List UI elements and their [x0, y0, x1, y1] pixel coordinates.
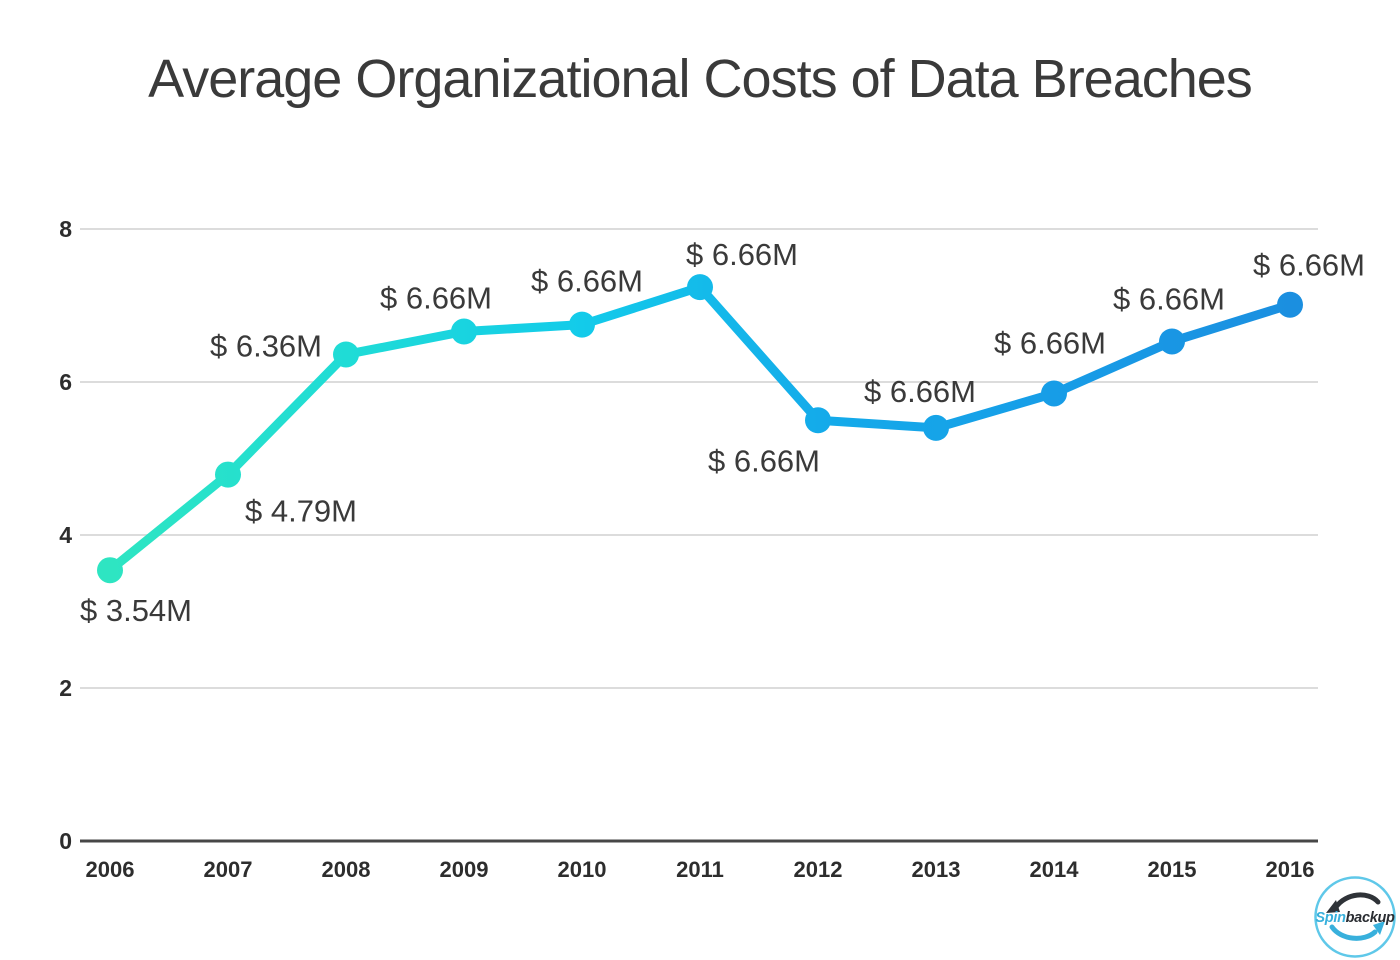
x-axis-tick-label: 2006 [86, 857, 135, 882]
logo-text-backup: backup [1346, 910, 1395, 926]
y-axis-tick-label: 8 [59, 216, 72, 242]
data-label-2015: $ 6.66M [1113, 281, 1225, 316]
x-axis-tick-label: 2008 [322, 857, 371, 882]
x-axis-tick-label: 2009 [440, 857, 489, 882]
data-point-2006 [97, 557, 123, 584]
logo-top-arrow-icon [1333, 892, 1381, 910]
data-label-2013: $ 6.66M [864, 374, 976, 409]
y-axis-tick-label: 6 [59, 369, 72, 395]
data-point-2014 [1041, 380, 1067, 407]
data-label-2011: $ 6.66M [686, 237, 798, 272]
logo-text-spin: Spin [1315, 910, 1346, 926]
x-axis-tick-label: 2012 [794, 857, 843, 882]
x-axis-tick-label: 2011 [676, 857, 724, 882]
logo-bottom-arrow-icon [1329, 924, 1378, 941]
data-label-2010: $ 6.66M [531, 264, 643, 299]
x-axis-tick-label: 2013 [912, 857, 961, 882]
data-label-2006: $ 3.54M [80, 593, 192, 628]
data-label-2012: $ 6.66M [708, 443, 820, 478]
x-axis-tick-label: 2016 [1266, 857, 1315, 882]
data-label-2016: $ 6.66M [1253, 248, 1365, 283]
x-axis-tick-label: 2015 [1148, 857, 1197, 882]
data-point-2007 [215, 461, 241, 488]
logo-top-arrowhead-icon [1326, 900, 1340, 913]
spinbackup-logo: Spinbackup [1314, 876, 1396, 958]
data-label-2009: $ 6.66M [380, 281, 492, 316]
logo-wordmark: Spinbackup [1315, 910, 1395, 926]
data-point-2013 [923, 414, 949, 441]
data-point-2012 [805, 407, 831, 434]
chart-title: Average Organizational Costs of Data Bre… [148, 49, 1253, 109]
data-label-2014: $ 6.66M [994, 325, 1106, 360]
y-axis-tick-label: 2 [59, 675, 72, 701]
x-axis-tick-label: 2010 [558, 857, 607, 882]
logo-bottom-arrowhead-icon [1373, 921, 1385, 935]
data-point-2011 [687, 274, 713, 301]
data-point-2008 [333, 341, 359, 368]
data-point-2010 [569, 311, 595, 338]
y-axis-tick-label: 4 [59, 522, 72, 548]
data-point-2016 [1277, 291, 1303, 318]
data-label-2007: $ 4.79M [245, 494, 357, 529]
data-point-2015 [1159, 328, 1185, 355]
data-label-2008: $ 6.36M [210, 328, 322, 363]
x-axis-tick-label: 2007 [204, 857, 253, 882]
x-axis-tick-label: 2014 [1030, 857, 1080, 882]
data-point-2009 [451, 318, 477, 345]
y-axis-tick-label: 0 [59, 828, 72, 854]
